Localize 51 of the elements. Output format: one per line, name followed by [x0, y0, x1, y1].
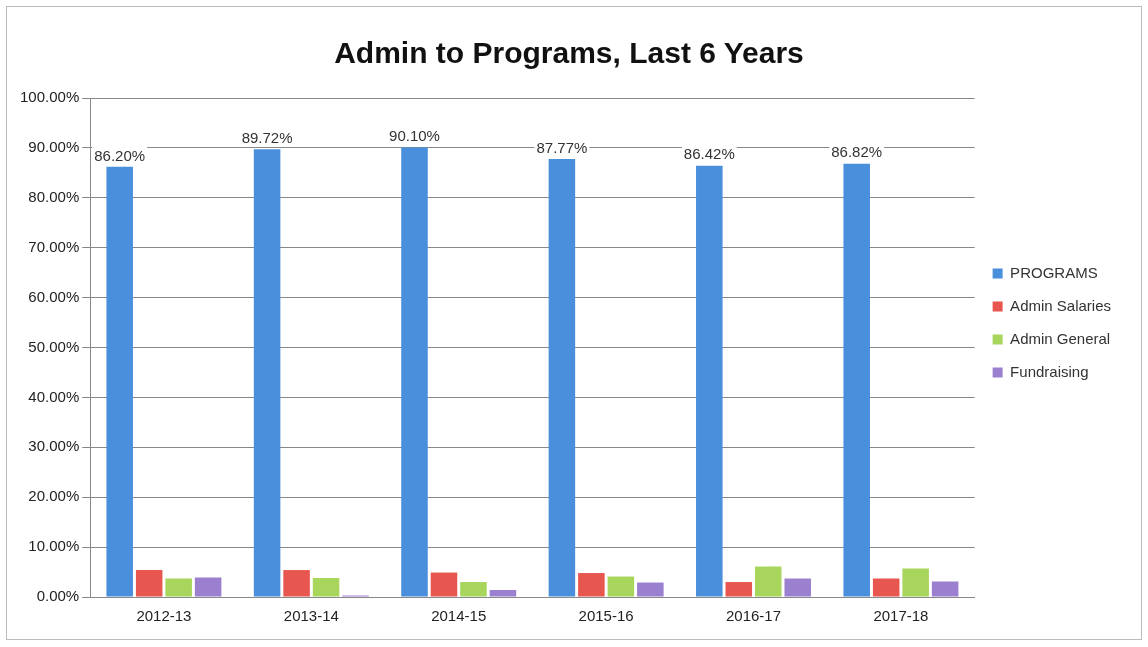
- legend-label: PROGRAMS: [1010, 263, 1098, 281]
- bar: [843, 163, 870, 597]
- bar: [755, 566, 782, 597]
- bar: [312, 578, 340, 597]
- bar: [165, 578, 192, 597]
- y-tick-label: 60.00%: [28, 287, 80, 305]
- x-tick-label: 2015-16: [578, 607, 634, 625]
- x-tick-label: 2017-18: [873, 607, 929, 625]
- y-tick-label: 0.00%: [36, 587, 80, 605]
- bar: [578, 573, 605, 597]
- data-label: 86.42%: [683, 145, 735, 163]
- legend-label: Admin Salaries: [1010, 296, 1112, 314]
- bar: [194, 577, 222, 597]
- data-label: 89.72%: [241, 128, 293, 146]
- x-tick-label: 2013-14: [283, 607, 339, 625]
- chart-title: Admin to Programs, Last 6 Years: [334, 36, 804, 70]
- legend-label: Admin General: [1010, 329, 1111, 347]
- bar: [725, 582, 753, 597]
- y-tick-label: 80.00%: [28, 187, 80, 205]
- y-tick-label: 10.00%: [28, 537, 80, 555]
- bar: [548, 159, 576, 597]
- x-tick-label: 2012-13: [136, 607, 192, 625]
- y-tick-label: 90.00%: [28, 138, 80, 156]
- bar: [253, 149, 281, 597]
- bar: [135, 570, 163, 597]
- bar: [637, 582, 664, 597]
- bar: [460, 582, 487, 597]
- data-label: 90.10%: [389, 127, 440, 145]
- bar: [784, 578, 812, 597]
- bar: [401, 147, 428, 597]
- bar: [489, 590, 517, 597]
- x-tick-label: 2014-15: [431, 607, 487, 625]
- bar: [106, 166, 133, 597]
- y-tick-label: 70.00%: [28, 237, 80, 255]
- bar: [902, 568, 929, 597]
- data-label: 86.82%: [831, 143, 883, 161]
- legend-label: Fundraising: [1010, 362, 1089, 380]
- bar: [931, 581, 959, 597]
- data-label: 86.20%: [94, 146, 146, 164]
- y-tick-label: 40.00%: [28, 387, 80, 405]
- x-tick-label: 2016-17: [725, 607, 782, 625]
- y-tick-label: 30.00%: [28, 437, 80, 455]
- bar: [283, 570, 310, 597]
- data-label: 87.77%: [536, 138, 588, 156]
- y-tick-label: 100.00%: [20, 88, 80, 106]
- bar: [430, 572, 458, 597]
- bar: [607, 576, 635, 597]
- bar: [696, 165, 723, 597]
- y-tick-label: 20.00%: [28, 487, 80, 505]
- y-tick-label: 50.00%: [28, 337, 80, 355]
- bar: [872, 578, 900, 597]
